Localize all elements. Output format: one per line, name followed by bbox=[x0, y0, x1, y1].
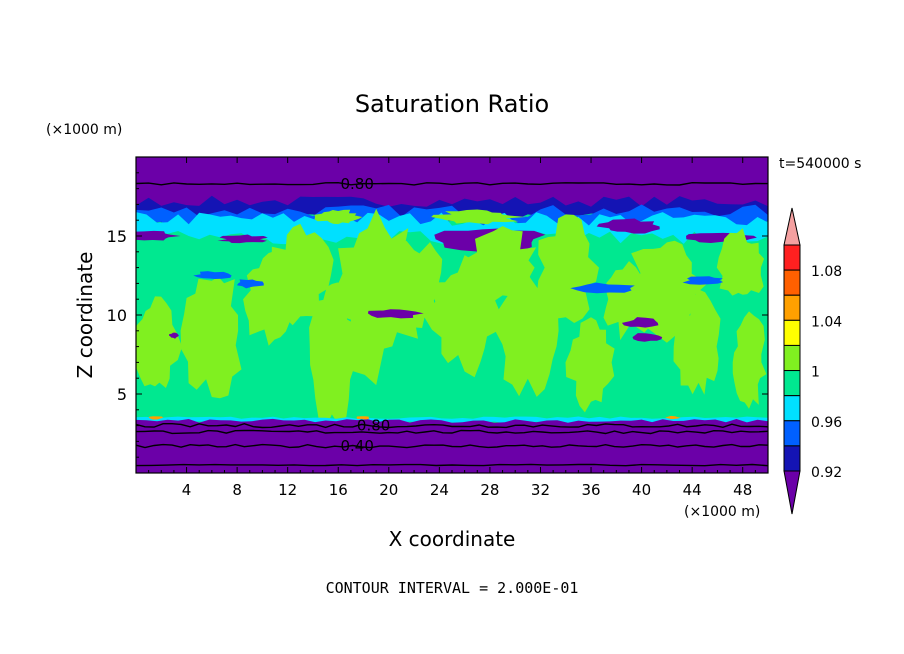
blue-streak-2 bbox=[570, 282, 635, 294]
saturated-region-9 bbox=[495, 274, 559, 397]
colorbar-label: 1.04 bbox=[811, 314, 842, 330]
x-tick-label: 24 bbox=[430, 481, 449, 499]
saturated-region-13 bbox=[631, 240, 708, 343]
y-tick-label: 15 bbox=[107, 227, 127, 246]
y-tick-label: 10 bbox=[107, 306, 127, 325]
colorbar-underflow-triangle bbox=[783, 470, 801, 515]
x-tick-label: 8 bbox=[232, 481, 242, 499]
contour-label: 0.80 bbox=[340, 175, 373, 193]
colorbar-swatch bbox=[783, 244, 801, 271]
x-tick-label: 32 bbox=[531, 481, 550, 499]
saturated-region-10 bbox=[536, 214, 599, 323]
contour-lower-base bbox=[135, 463, 769, 467]
blue-streak-1 bbox=[236, 279, 264, 289]
x-tick-label: 36 bbox=[581, 481, 600, 499]
x-tick-label: 40 bbox=[632, 481, 651, 499]
x-tick-label: 16 bbox=[329, 481, 348, 499]
x-tick-label: 4 bbox=[182, 481, 192, 499]
warm-spot-2 bbox=[665, 415, 681, 420]
contour-lower-040 bbox=[135, 443, 769, 449]
colorbar-swatch bbox=[783, 269, 801, 296]
x-axis-label: X coordinate bbox=[389, 527, 516, 551]
x-tick-label: 44 bbox=[683, 481, 702, 499]
dry-streak-2 bbox=[632, 333, 663, 342]
x-axis-unit: (×1000 m) bbox=[684, 504, 760, 520]
saturated-region-2 bbox=[243, 250, 297, 346]
dry-streak-1 bbox=[621, 317, 659, 328]
warm-spot-1 bbox=[356, 416, 370, 420]
colorbar-swatch bbox=[783, 445, 801, 472]
contour-lines bbox=[135, 181, 769, 467]
colorbar-label: 0.92 bbox=[811, 465, 842, 481]
colorbar-swatch bbox=[783, 319, 801, 346]
colorbar-swatch bbox=[783, 395, 801, 422]
colorbar-label: 1.08 bbox=[811, 264, 842, 280]
colorbar-swatch bbox=[783, 294, 801, 321]
colorbar-labels: 1.08 1.04 1 0.96 0.92 bbox=[811, 264, 842, 481]
dry-pocket-upper-0 bbox=[136, 230, 181, 241]
dry-streak-0 bbox=[367, 309, 424, 319]
colorbar bbox=[783, 207, 801, 515]
saturated-region-1 bbox=[180, 276, 242, 399]
x-axis-ticks: 4 8 12 16 20 24 28 32 36 40 44 48 bbox=[148, 157, 756, 499]
contour-lower-080-b bbox=[135, 429, 769, 435]
x-tick-label: 28 bbox=[480, 481, 499, 499]
saturated-region-17 bbox=[431, 209, 526, 225]
warm-spot-0 bbox=[148, 416, 164, 420]
saturated-region-18 bbox=[314, 209, 363, 225]
saturated-region-11 bbox=[565, 317, 615, 413]
saturated-region-4 bbox=[309, 282, 358, 429]
contour-lower-080-a bbox=[135, 422, 769, 429]
saturated-region-14 bbox=[673, 289, 721, 395]
saturated-region-0 bbox=[136, 296, 183, 388]
y-tick-label: 5 bbox=[117, 385, 127, 404]
blue-streak-3 bbox=[682, 276, 724, 285]
dry-pocket-upper-3 bbox=[596, 218, 660, 234]
colorbar-swatch bbox=[783, 420, 801, 447]
dry-pocket-upper-1 bbox=[217, 234, 268, 244]
saturated-region-7 bbox=[423, 255, 502, 378]
colorbar-swatch bbox=[783, 344, 801, 372]
blue-streak-0 bbox=[193, 271, 232, 279]
saturated-region-5 bbox=[333, 208, 418, 386]
contour-labels: 0.80 0.80 0.40 bbox=[340, 175, 390, 455]
x-tick-label: 48 bbox=[733, 481, 752, 499]
y-axis-ticks: 5 10 15 bbox=[107, 172, 768, 458]
saturated-region-15 bbox=[716, 228, 765, 296]
colorbar-overflow-triangle bbox=[783, 207, 801, 246]
plot-area bbox=[135, 156, 769, 474]
contour-interval-note: CONTOUR INTERVAL = 2.000E-01 bbox=[326, 579, 579, 597]
x-tick-label: 12 bbox=[278, 481, 297, 499]
saturated-region-16 bbox=[732, 311, 767, 409]
saturated-region-3 bbox=[265, 223, 334, 326]
time-label: t=540000 s bbox=[779, 156, 861, 172]
dry-streak-3 bbox=[169, 332, 179, 339]
contour-upper-080 bbox=[135, 181, 769, 186]
colorbar-label: 0.96 bbox=[811, 415, 842, 431]
y-axis-label: Z coordinate bbox=[73, 252, 97, 379]
y-axis-unit: (×1000 m) bbox=[46, 122, 122, 138]
colorbar-label: 1 bbox=[811, 365, 820, 381]
chart-title: Saturation Ratio bbox=[355, 90, 549, 118]
colorbar-swatch bbox=[783, 370, 801, 397]
contour-label: 0.40 bbox=[340, 437, 373, 455]
contour-label: 0.80 bbox=[357, 417, 390, 435]
x-tick-label: 20 bbox=[379, 481, 398, 499]
